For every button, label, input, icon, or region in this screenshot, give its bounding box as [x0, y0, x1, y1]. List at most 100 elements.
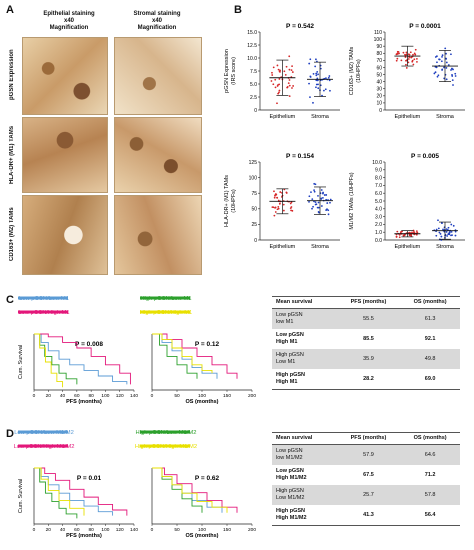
data-point	[325, 194, 328, 196]
y-tick-label: 70	[376, 58, 382, 64]
km-pfs-plot: Cum. Survival 0 20 40 60 80 100 120 140 PFS (mont…	[18, 467, 138, 539]
row-os: 92.1	[424, 335, 436, 342]
mean-survival-table-d: Mean survival PFS (months) OS (months) L…	[272, 432, 460, 526]
x-tick-label: 40	[60, 527, 66, 533]
data-point	[322, 192, 324, 195]
data-point	[317, 194, 319, 197]
data-point	[277, 207, 280, 210]
legend-label: High pGSN/Low M1/M2	[136, 430, 197, 436]
data-point	[454, 75, 457, 77]
panel-a-letter: A	[6, 4, 14, 16]
data-point	[408, 234, 411, 237]
km-curve	[152, 333, 218, 379]
x-tick-label: 50	[174, 393, 180, 399]
dotplot-pgsn: pGSN Expression (IRS score) 0 2.5 5.0 7.5 10.0…	[224, 23, 340, 120]
x-group-label: Stroma	[436, 244, 455, 250]
data-point	[446, 235, 449, 237]
y-tick-label: 110	[374, 30, 382, 36]
data-point	[325, 77, 327, 79]
y-tick-label: 0	[254, 238, 257, 244]
data-point	[400, 59, 403, 62]
data-point	[450, 234, 452, 237]
row-os: 57.8	[400, 485, 460, 505]
x-tick-label: 100	[198, 527, 206, 533]
data-point	[435, 228, 438, 231]
data-point	[285, 192, 288, 194]
data-point	[445, 78, 448, 81]
y-tick-label: 60	[376, 65, 382, 71]
data-point	[282, 203, 285, 206]
data-point	[410, 56, 413, 59]
data-point	[274, 86, 277, 89]
data-point	[438, 58, 440, 61]
data-point	[396, 230, 399, 233]
data-point	[291, 65, 293, 68]
row-pfs: 28.2	[336, 369, 401, 390]
data-point	[287, 82, 290, 85]
data-point	[451, 79, 454, 82]
x-tick-label: 20	[46, 527, 52, 533]
x-tick-label: 140	[130, 393, 138, 399]
data-point	[413, 58, 416, 61]
data-point	[440, 235, 443, 238]
data-point	[450, 223, 453, 226]
p-value: P = 0.01	[77, 475, 102, 482]
data-point	[288, 79, 291, 81]
data-point	[279, 191, 282, 193]
data-point	[415, 230, 418, 233]
histology-epithelial-pgsn	[22, 37, 108, 115]
y-tick-label: 0	[379, 108, 382, 114]
data-point	[278, 78, 281, 80]
data-point	[445, 67, 448, 69]
x-tick-label: 0	[151, 393, 154, 399]
row-label-m1: HLA-DR+ (M1) TAMs	[9, 125, 15, 185]
data-point	[317, 73, 319, 76]
dotplot-m1m2: M1/M2 TAMs (10HPFs) 0.0 1.0 2.0 3.04.0 5.0 6.0…	[349, 153, 465, 250]
panel-d-legend: Low pGSN/Low M1/M2 High pGSN/Low M1/M2 Low…	[14, 430, 197, 450]
data-point	[274, 211, 277, 213]
x-axis-label: PFS (months)	[66, 399, 102, 405]
data-point	[452, 84, 454, 86]
data-point	[286, 85, 289, 88]
data-point	[308, 82, 310, 85]
table-header: Mean survival PFS (months) OS (months)	[272, 432, 460, 445]
p-value: P = 0.008	[75, 341, 103, 348]
data-point	[276, 196, 279, 199]
data-point	[451, 74, 453, 76]
data-point	[277, 205, 280, 208]
data-point	[326, 208, 328, 211]
data-point	[312, 205, 314, 208]
y-tick-label: 40	[376, 79, 382, 85]
y-tick-label: 10.0	[372, 160, 382, 166]
data-point	[312, 72, 315, 75]
row-label: Low pGSN High M1/M2	[276, 468, 307, 481]
data-point	[441, 55, 443, 58]
y-tick-label: 0	[254, 108, 257, 114]
data-point	[278, 83, 281, 86]
x-tick-label: 120	[116, 393, 124, 399]
row-os: 64.6	[400, 444, 460, 465]
data-point	[276, 102, 278, 105]
x-group-label: Epithelium	[395, 114, 421, 120]
data-point	[320, 197, 323, 200]
data-point	[282, 209, 285, 212]
km-curve	[152, 333, 213, 374]
histology-stromal-m2	[114, 195, 202, 275]
data-point	[271, 74, 274, 76]
data-point	[407, 53, 410, 56]
table-row: Low pGSN low M1/M2 57.9 64.6	[272, 444, 460, 465]
y-tick-label: 0.0	[375, 238, 382, 244]
data-point	[292, 85, 295, 87]
data-point	[278, 70, 281, 73]
row-label-m2: CD163+ (M2) TAMs	[9, 207, 15, 261]
data-point	[272, 66, 275, 69]
data-point	[413, 231, 415, 233]
data-point	[327, 213, 330, 216]
th-pfs: PFS (months)	[336, 296, 401, 309]
data-point	[277, 92, 280, 95]
y-tick-label: 7.0	[375, 183, 382, 189]
data-point	[316, 206, 319, 209]
data-point	[405, 63, 407, 66]
y-axis-label: HLA-DR+ (M1) TAMs	[224, 175, 230, 227]
data-point	[407, 58, 410, 60]
